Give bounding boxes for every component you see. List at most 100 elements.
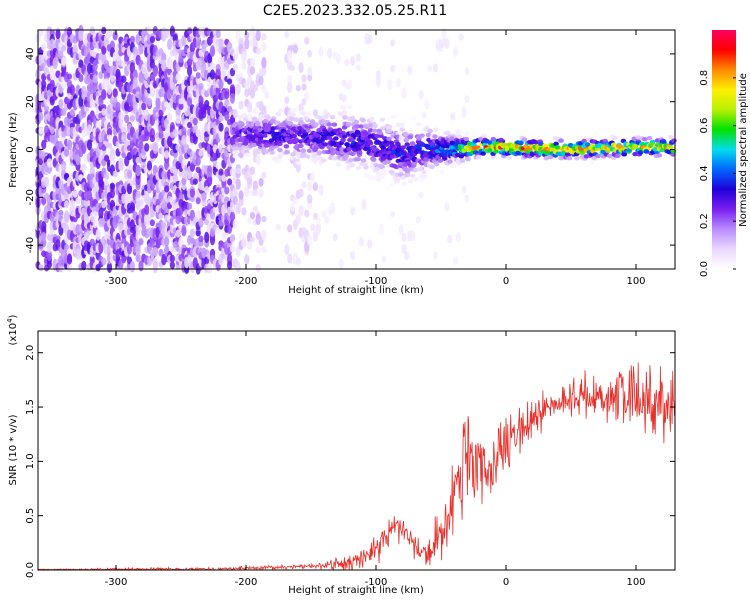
spectrogram-marks <box>35 25 677 275</box>
spectrogram-cell <box>227 253 233 264</box>
spectrogram-cell <box>284 96 290 104</box>
spectrogram-cell <box>432 251 439 260</box>
spectrogram-ridge-cell <box>415 122 422 127</box>
spectrogram-cell <box>161 52 167 63</box>
snr-y-tick-label: 1.5 <box>25 399 36 415</box>
spectrogram-ridge-cell <box>646 135 653 141</box>
spectrogram-cell <box>195 197 201 205</box>
spectrogram-cell <box>86 139 93 151</box>
spectrogram-cell <box>307 74 313 82</box>
spectrogram-cell <box>149 74 155 81</box>
spectrogram-cell <box>195 128 201 138</box>
spectrogram-cell <box>135 254 141 262</box>
spectrogram-x-tick-label: -300 <box>105 276 128 287</box>
spectrogram-cell <box>41 80 47 88</box>
spectrogram-cell <box>401 233 407 243</box>
snr-x-label: Height of straight line (km) <box>288 585 424 596</box>
spectrogram-cell <box>104 178 110 186</box>
spectrogram-cell <box>235 83 241 95</box>
spectrogram-ridge-cell <box>386 128 393 134</box>
spectrogram-ridge-cell <box>553 141 559 146</box>
spectrogram-cell <box>232 63 238 71</box>
spectrogram-ridge-cell <box>403 131 409 137</box>
spectrogram-ridge-cell <box>303 115 309 121</box>
spectrogram-ridge-cell <box>480 151 486 156</box>
spectrogram-cell <box>181 135 187 147</box>
spectrogram-ridge-cell <box>341 110 348 115</box>
spectrogram-cell <box>195 230 201 237</box>
spectrogram-cell <box>175 115 181 124</box>
spectrogram-cell <box>227 178 233 186</box>
spectrogram-ridge-cell <box>377 141 384 146</box>
spectrogram-cell <box>78 32 84 42</box>
spectrogram-cell <box>361 200 367 211</box>
spectrogram-cell <box>104 59 110 70</box>
spectrogram-y-tick-label: -20 <box>25 189 36 205</box>
spectrogram-ridge-cell <box>498 137 504 143</box>
spectrogram-cell <box>304 36 310 45</box>
spectrogram-cell <box>218 38 224 48</box>
spectrogram-ridge-cell <box>518 141 524 146</box>
spectrogram-ridge-cell <box>390 114 397 119</box>
spectrogram-cell <box>227 78 233 85</box>
spectrogram-ridge-cell <box>360 158 367 163</box>
spectrogram-cell <box>458 33 464 41</box>
colorbar-gradient <box>712 30 736 269</box>
spectrogram-cell <box>232 108 238 119</box>
spectrogram-cell <box>46 241 53 254</box>
spectrogram-cell <box>204 231 210 244</box>
spectrogram-cell <box>289 203 296 212</box>
spectrogram-cell <box>252 107 258 115</box>
spectrogram-cell <box>244 31 250 39</box>
spectrogram-ridge-cell <box>336 127 343 133</box>
spectrogram-ridge-cell <box>331 122 338 127</box>
colorbar-tick-label: 0.8 <box>699 70 710 86</box>
spectrogram-ridge-cell <box>404 142 411 147</box>
spectrogram-cell <box>298 62 304 74</box>
spectrogram-cell <box>247 101 253 113</box>
spectrogram-x-tick-label: 100 <box>626 276 645 287</box>
spectrogram-ridge-cell <box>340 105 347 110</box>
spectrogram-cell <box>310 223 316 232</box>
spectrogram-cell <box>381 255 387 263</box>
spectrogram-cell <box>158 248 164 257</box>
spectrogram-ridge-cell <box>547 154 554 160</box>
spectrogram-cell <box>404 251 410 261</box>
spectrogram-cell <box>461 185 467 194</box>
spectrogram-cell <box>261 229 267 241</box>
spectrogram-cell <box>41 43 47 51</box>
spectrogram-cell <box>244 254 250 264</box>
spectrogram-ridge-cell <box>242 141 249 146</box>
spectrogram-ridge-cell <box>389 183 396 188</box>
snr-x-tick-label: -100 <box>365 577 388 588</box>
spectrogram-ridge-cell <box>385 159 391 165</box>
colorbar-tick-label: 0.6 <box>699 118 710 134</box>
spectrogram-cell <box>187 27 193 35</box>
spectrogram-cell <box>415 215 421 224</box>
spectrogram-cell <box>198 134 204 142</box>
spectrogram-ridge-cell <box>291 133 297 139</box>
spectrogram-ridge-cell <box>291 126 297 131</box>
spectrogram-cell <box>61 164 67 171</box>
spectrogram-cell <box>44 176 50 188</box>
spectrogram-cell <box>187 65 193 77</box>
spectrogram-cell <box>258 75 264 86</box>
spectrogram-y-tick-label: 0 <box>25 146 36 152</box>
spectrogram-ridge-cell <box>300 153 306 158</box>
snr-background <box>38 331 675 570</box>
spectrogram-cell <box>195 38 201 49</box>
spectrogram-cell <box>167 38 173 50</box>
spectrogram-cell <box>49 29 55 37</box>
spectrogram-cell <box>227 260 233 270</box>
spectrogram-ridge-cell <box>290 112 296 117</box>
snr-x-tick-label: -200 <box>235 577 258 588</box>
spectrogram-cell <box>204 99 210 108</box>
spectrogram-cell <box>241 207 247 216</box>
spectrogram-ridge-cell <box>369 176 376 182</box>
spectrogram-cell <box>209 62 216 71</box>
spectrogram-cell <box>247 217 253 224</box>
spectrogram-cell <box>275 223 281 231</box>
spectrogram-ridge-cell <box>348 158 354 163</box>
spectrogram-cell <box>169 261 175 270</box>
spectrogram-cell <box>138 199 144 207</box>
